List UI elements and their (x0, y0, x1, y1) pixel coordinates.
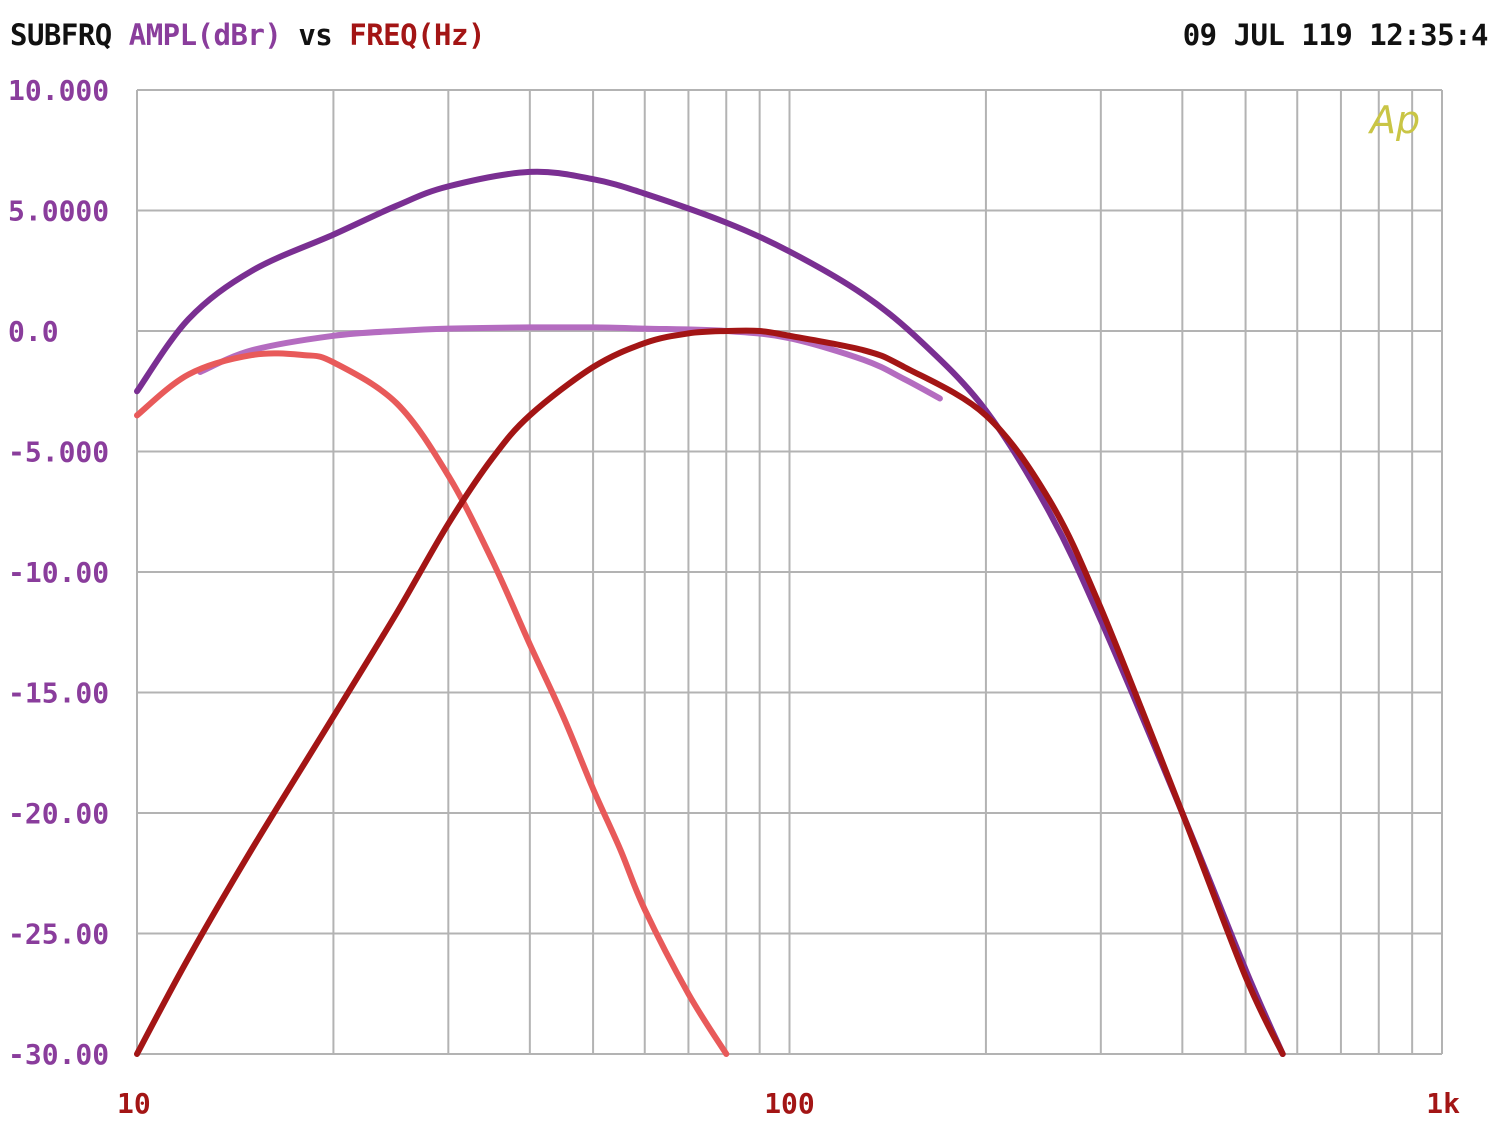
x-tick-label: 10 (117, 1087, 151, 1120)
y-tick-label: -15.00 (8, 677, 109, 710)
series-line-1 (134, 168, 1286, 1057)
y-tick-label: 5.0000 (8, 195, 109, 228)
y-tick-label: 10.000 (8, 74, 109, 107)
y-tick-label: -20.00 (8, 797, 109, 830)
ap-logo-text: Ap (1367, 98, 1420, 142)
plot-grid (136, 89, 1443, 1055)
x-tick-label: 1k (1426, 1087, 1460, 1120)
title-prefix: SUBFRQ (10, 18, 112, 52)
y-tick-label: 0.0 (8, 315, 59, 348)
title-y-quantity: AMPL(dBr) (128, 18, 282, 52)
series-line-4 (134, 327, 1286, 1057)
y-tick-label: -25.00 (8, 918, 109, 951)
chart-header: SUBFRQ AMPL(dBr) vs FREQ(Hz) 09 JUL 119 … (10, 18, 1489, 58)
chart-title: SUBFRQ AMPL(dBr) vs FREQ(Hz) (10, 18, 485, 52)
ap-logo: Ap (1367, 98, 1420, 142)
y-tick-label: -30.00 (8, 1038, 109, 1071)
x-tick-label: 100 (764, 1087, 815, 1120)
title-vs: vs (298, 18, 333, 52)
x-axis-tick-labels: 10 100 1k (117, 1087, 1460, 1120)
y-tick-label: -10.00 (8, 556, 109, 589)
title-x-quantity: FREQ(Hz) (349, 18, 485, 52)
timestamp: 09 JUL 119 12:35:4 (1182, 18, 1489, 52)
data-series (134, 168, 1286, 1057)
series-line-2 (197, 324, 943, 402)
series-line-3 (134, 350, 730, 1057)
y-axis-tick-labels: 10.000 5.0000 0.0 -5.000 -10.00 -15.00 -20.00 -… (8, 74, 109, 1071)
y-tick-label: -5.000 (8, 436, 109, 469)
